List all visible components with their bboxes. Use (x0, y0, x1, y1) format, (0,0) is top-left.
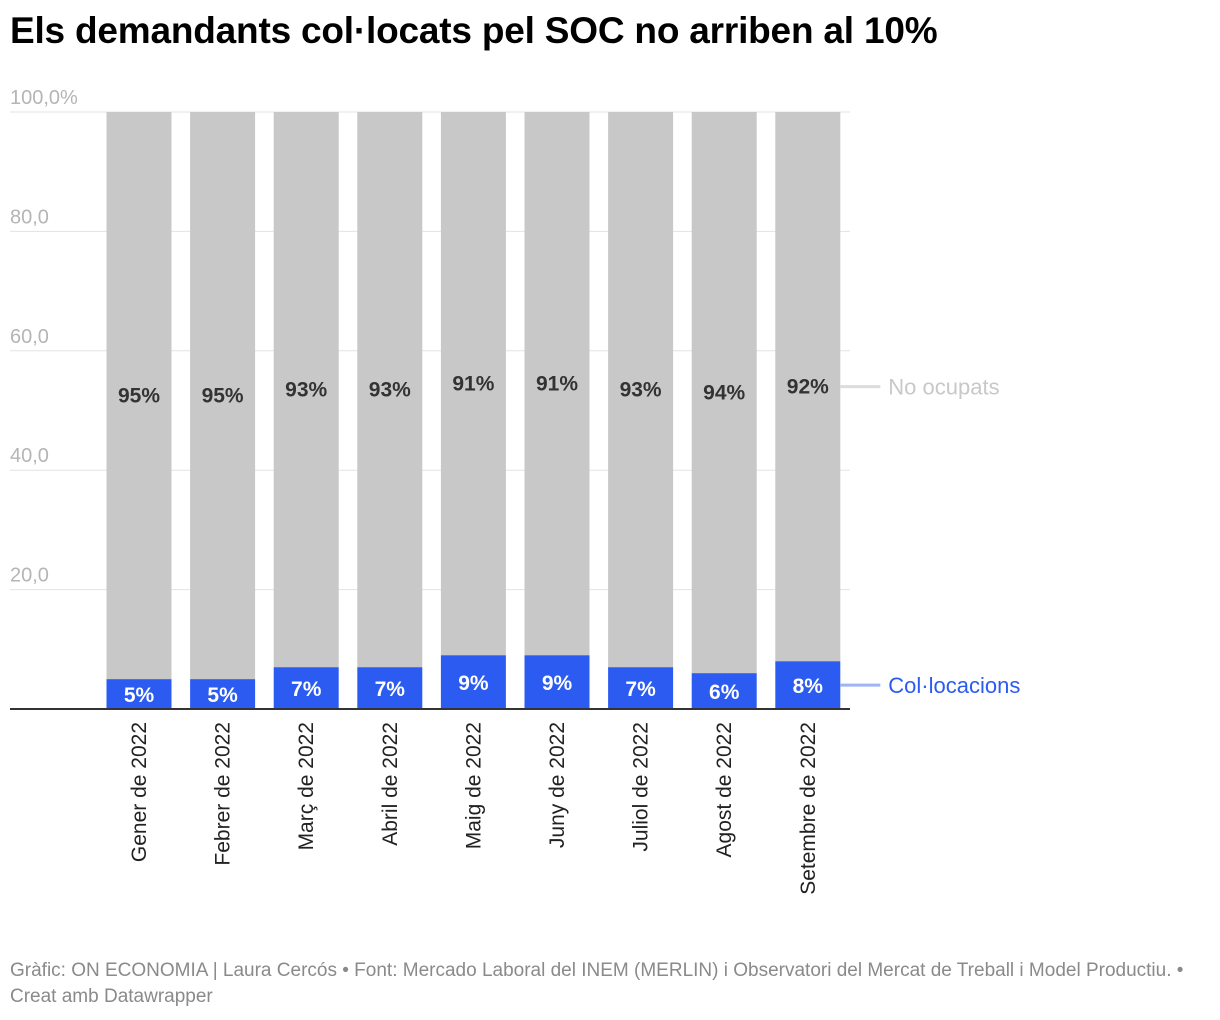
bar-col-locacions (775, 661, 841, 709)
bar-no-ocupats (608, 112, 674, 668)
value-label-no-ocupats: 95% (118, 385, 160, 408)
legend-label-no-ocupats: No ocupats (888, 375, 999, 400)
bar-no-ocupats (775, 112, 841, 662)
bar-no-ocupats (691, 112, 757, 674)
value-label-col-locacions: 9% (458, 672, 489, 695)
y-tick-label: 20,0 (10, 565, 49, 587)
bar-no-ocupats (190, 112, 256, 680)
bar-no-ocupats (106, 112, 172, 680)
bar-col-locacions (440, 655, 506, 709)
value-label-no-ocupats: 93% (369, 379, 411, 402)
value-label-no-ocupats: 93% (620, 379, 662, 402)
chart-title: Els demandants col·locats pel SOC no arr… (10, 10, 938, 51)
legend: No ocupats Col·locacions (840, 375, 1020, 698)
bar-col-locacions (691, 673, 757, 709)
value-label-no-ocupats: 91% (452, 373, 494, 396)
value-label-col-locacions: 7% (625, 678, 656, 701)
value-label-no-ocupats: 91% (536, 373, 578, 396)
axes: Gener de 2022 Febrer de 2022 Març de 2022 A… (10, 708, 850, 895)
source-credit: Gràfic: ON ECONOMIA | Laura Cercós • Fon… (10, 960, 1184, 1007)
value-label-no-ocupats: 94% (703, 382, 745, 405)
bar-col-locacions (190, 679, 256, 709)
x-tick-label: Abril de 2022 (379, 722, 402, 846)
y-tick-label: 40,0 (10, 445, 49, 467)
x-tick-label: Maig de 2022 (462, 722, 485, 849)
value-label-no-ocupats: 93% (285, 379, 327, 402)
bar-no-ocupats (273, 112, 339, 668)
x-tick-label: Març de 2022 (295, 722, 318, 850)
x-tick-label: Juliol de 2022 (630, 722, 653, 852)
x-tick-label: Setembre de 2022 (797, 722, 820, 895)
value-label-no-ocupats: 92% (787, 376, 829, 399)
value-label-no-ocupats: 95% (202, 385, 244, 408)
value-label-col-locacions: 6% (709, 681, 740, 704)
bar-no-ocupats (524, 112, 590, 656)
bar-col-locacions (608, 667, 674, 709)
x-tick-label: Agost de 2022 (713, 722, 736, 857)
x-tick-label: Gener de 2022 (128, 722, 151, 862)
x-tick-label: Juny de 2022 (546, 722, 569, 848)
chart-footer: Gràfic: ON ECONOMIA | Laura Cercós • Fon… (10, 958, 1190, 1010)
bar-no-ocupats (357, 112, 423, 668)
value-label-col-locacions: 5% (124, 684, 155, 707)
bar-col-locacions (106, 679, 172, 709)
value-label-col-locacions: 8% (793, 675, 824, 698)
bar-col-locacions (273, 667, 339, 709)
bar-no-ocupats (440, 112, 506, 656)
y-tick-label: 80,0 (10, 206, 49, 228)
stacked-bar-chart: 100,0% 80,0 60,0 40,0 20,0 95% 5% 95% 5% 93% 7% 93… (10, 87, 1020, 895)
y-tick-label: 100,0% (10, 87, 78, 109)
value-label-col-locacions: 9% (542, 672, 573, 695)
value-label-col-locacions: 5% (207, 684, 238, 707)
y-tick-label: 60,0 (10, 326, 49, 348)
bars (106, 112, 841, 709)
value-labels: 95% 5% 95% 5% 93% 7% 93% 7% 91% 9% 91% 9% 93% 7% 94% 6%… (118, 373, 829, 707)
legend-label-col-locacions: Col·locacions (888, 673, 1020, 698)
bar-col-locacions (524, 655, 590, 709)
x-tick-label: Febrer de 2022 (212, 722, 235, 866)
value-label-col-locacions: 7% (375, 678, 406, 701)
bar-col-locacions (357, 667, 423, 709)
value-label-col-locacions: 7% (291, 678, 322, 701)
